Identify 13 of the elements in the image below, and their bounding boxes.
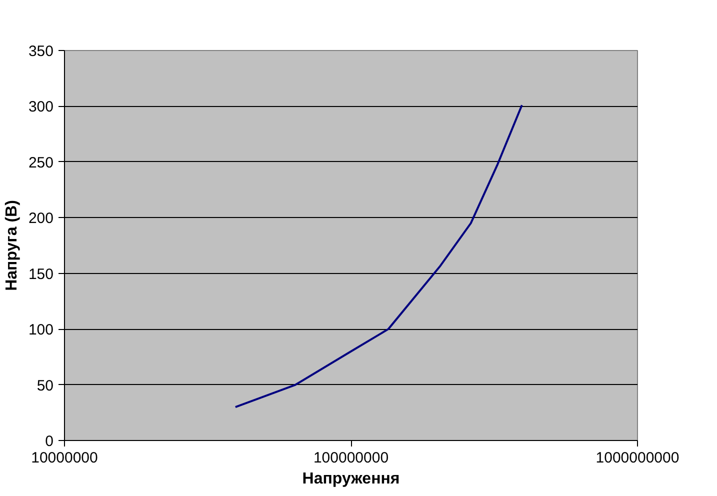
- x-tick-label: 1000000000: [596, 450, 680, 466]
- y-tick-label: 200: [28, 210, 54, 228]
- y-tick-label: 150: [28, 266, 54, 283]
- y-axis-title: Напруга (В): [3, 200, 20, 291]
- y-tick-label: 300: [28, 98, 54, 116]
- y-tick-label: 350: [28, 43, 54, 60]
- y-tick-label: 100: [28, 322, 54, 339]
- x-tick-label: 10000000: [31, 450, 98, 466]
- y-tick-label: 50: [36, 377, 54, 394]
- x-axis-title: Напруження: [302, 470, 400, 488]
- x-tick-label: 100000000: [313, 450, 389, 466]
- y-tick-label: 250: [28, 154, 54, 172]
- y-tick-label: 0: [45, 433, 54, 450]
